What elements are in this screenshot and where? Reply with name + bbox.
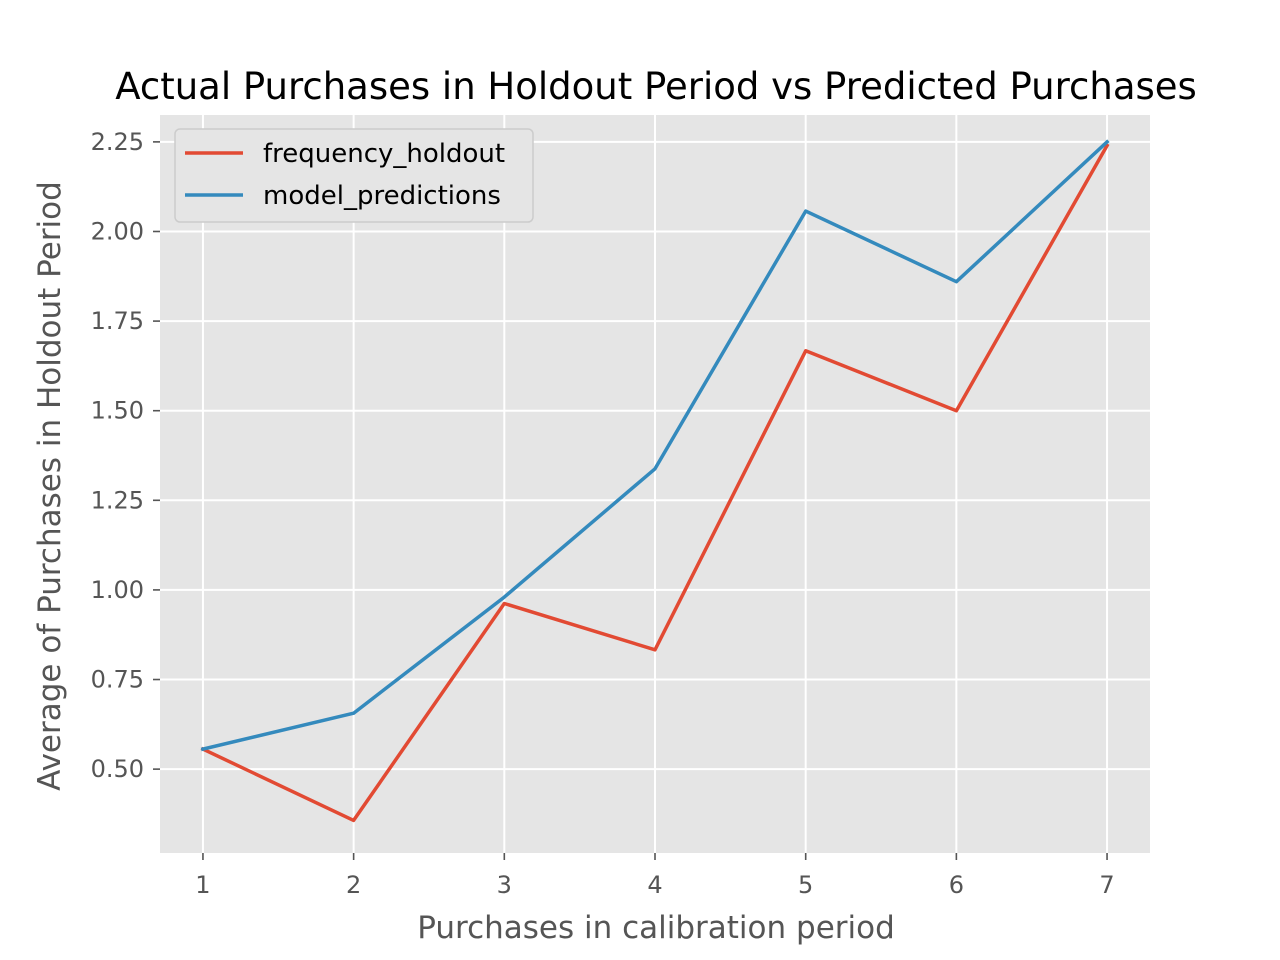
grid-lines — [160, 115, 1150, 853]
y-tick-label: 2.00 — [91, 217, 144, 245]
y-tick-label: 0.75 — [91, 666, 144, 694]
axes: 1 2 3 4 5 6 7 0.50 0.75 1.00 1.25 1.50 1.75 2.00 2.25 — [91, 128, 1115, 899]
x-axis-label: Purchases in calibration period — [417, 910, 895, 946]
x-tick-label: 7 — [1099, 871, 1114, 899]
y-tick-label: 1.50 — [91, 397, 144, 425]
legend-label: frequency_holdout — [263, 139, 505, 169]
x-tick-label: 5 — [798, 871, 813, 899]
chart-title: Actual Purchases in Holdout Period vs Pr… — [115, 65, 1197, 108]
x-tick-label: 2 — [346, 871, 361, 899]
legend: frequency_holdout model_predictions — [174, 128, 534, 223]
legend-label: model_predictions — [263, 181, 501, 211]
y-tick-label: 2.25 — [91, 128, 144, 156]
x-tick-label: 6 — [949, 871, 964, 899]
x-tick-label: 3 — [497, 871, 512, 899]
x-tick-label: 1 — [195, 871, 210, 899]
series-lines — [200, 139, 1110, 823]
y-tick-label: 1.75 — [91, 307, 144, 335]
y-tick-label: 1.25 — [91, 486, 144, 514]
x-tick-label: 4 — [647, 871, 662, 899]
y-axis-label: Average of Purchases in Holdout Period — [32, 181, 68, 791]
y-tick-label: 0.50 — [91, 755, 144, 783]
y-tick-label: 1.00 — [91, 576, 144, 604]
series-line-frequency-holdout — [200, 143, 1110, 823]
series-line-model-predictions — [200, 139, 1110, 752]
legend-frame — [174, 128, 534, 223]
